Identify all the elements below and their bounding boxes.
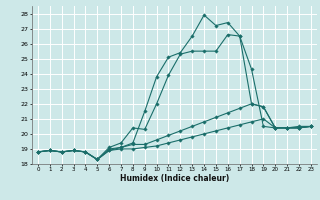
X-axis label: Humidex (Indice chaleur): Humidex (Indice chaleur) bbox=[120, 174, 229, 183]
